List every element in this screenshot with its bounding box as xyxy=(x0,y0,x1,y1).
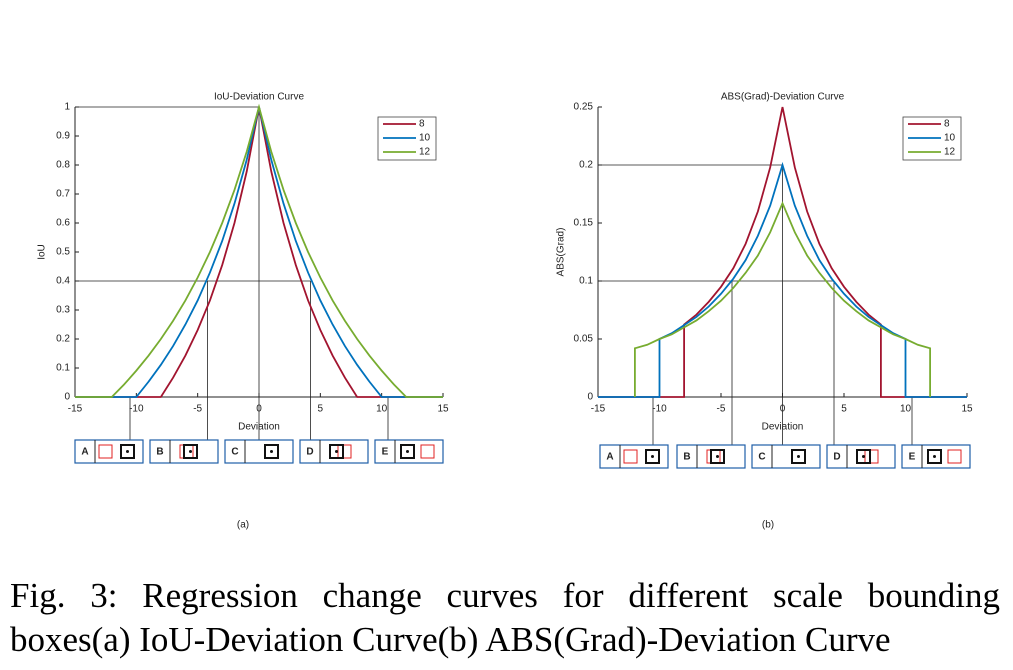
box-dot xyxy=(270,450,273,453)
y-axis-label: ABS(Grad) xyxy=(556,228,567,277)
x-tick-label: 10 xyxy=(376,404,388,415)
black-box xyxy=(264,444,279,459)
figure: 0 0.1 0.2 0.3 0.4 0.5 0.6 0.7 0.8 0.9 1 -15 -10 -5 0 5 1… xyxy=(37,92,973,531)
black-box xyxy=(645,449,660,464)
black-box xyxy=(183,444,198,459)
x-tick-label: -10 xyxy=(652,404,667,415)
y-tick-label: 0.25 xyxy=(574,102,594,113)
box-dot xyxy=(716,455,719,458)
x-tick-label: 15 xyxy=(437,404,449,415)
legend-label: 8 xyxy=(944,119,950,130)
box-dot xyxy=(126,450,129,453)
legend-label: 12 xyxy=(944,147,956,158)
black-box xyxy=(400,444,415,459)
x-tick-label: 5 xyxy=(841,404,847,415)
legend-label: 10 xyxy=(419,133,431,144)
x-tick-label: 0 xyxy=(256,404,262,415)
red-box xyxy=(947,449,962,464)
x-tick-label: 10 xyxy=(900,404,912,415)
guide-lines xyxy=(75,106,913,445)
red-box xyxy=(623,449,638,464)
y-tick-label: 0 xyxy=(587,392,593,403)
x-tick-label: -15 xyxy=(591,404,606,415)
black-box xyxy=(791,449,806,464)
y-tick-label: 0.1 xyxy=(579,276,593,287)
y-tick-label: 0.05 xyxy=(574,334,594,345)
box-label: D xyxy=(306,447,313,458)
y-tick-label: 0.15 xyxy=(574,218,594,229)
series-line xyxy=(598,161,967,398)
black-box xyxy=(329,444,344,459)
x-tick-label: 0 xyxy=(780,404,786,415)
black-box xyxy=(856,449,871,464)
box-dot xyxy=(651,455,654,458)
y-tick-label: 1 xyxy=(64,102,70,113)
chart-title: ABS(Grad)-Deviation Curve xyxy=(721,92,845,103)
series-line xyxy=(598,106,967,398)
box-dot xyxy=(797,455,800,458)
box-label: D xyxy=(833,452,840,463)
box-label: E xyxy=(382,447,389,458)
box-label: B xyxy=(156,447,163,458)
x-tick-label: -5 xyxy=(193,404,202,415)
y-tick-label: 0.2 xyxy=(579,160,593,171)
y-tick-label: 0.3 xyxy=(56,305,70,316)
panel-label: (a) xyxy=(237,520,249,531)
box-dot xyxy=(406,450,409,453)
y-tick-label: 0 xyxy=(64,392,70,403)
box-dot xyxy=(862,455,865,458)
red-box xyxy=(98,444,113,459)
x-tick-label: -15 xyxy=(68,404,83,415)
box-label: E xyxy=(909,452,916,463)
y-tick-label: 0.9 xyxy=(56,131,70,142)
box-label: B xyxy=(683,452,690,463)
black-box xyxy=(710,449,725,464)
y-tick-label: 0.5 xyxy=(56,247,70,258)
y-tick-label: 0.1 xyxy=(56,363,70,374)
series-line xyxy=(634,200,931,397)
box-label: C xyxy=(758,452,765,463)
legend-label: 12 xyxy=(419,147,431,158)
legend-label: 8 xyxy=(419,119,425,130)
legend-label: 10 xyxy=(944,133,956,144)
box-label: C xyxy=(231,447,238,458)
box-label: A xyxy=(606,452,613,463)
chart-title: IoU-Deviation Curve xyxy=(214,92,304,103)
y-tick-label: 0.4 xyxy=(56,276,70,287)
x-axis-label: Deviation xyxy=(762,422,804,433)
x-axis-label: Deviation xyxy=(238,422,280,433)
x-tick-label: -5 xyxy=(717,404,726,415)
y-tick-label: 0.7 xyxy=(56,189,70,200)
y-axis-label: IoU xyxy=(37,244,48,260)
black-box xyxy=(120,444,135,459)
box-dot xyxy=(335,450,338,453)
series-line xyxy=(75,103,443,398)
x-tick-label: 15 xyxy=(961,404,973,415)
y-tick-label: 0.8 xyxy=(56,160,70,171)
x-tick-label: 5 xyxy=(318,404,324,415)
box-label: A xyxy=(81,447,88,458)
box-dot xyxy=(189,450,192,453)
y-tick-label: 0.2 xyxy=(56,334,70,345)
box-dot xyxy=(933,455,936,458)
red-box xyxy=(420,444,435,459)
panel-label: (b) xyxy=(762,520,774,531)
y-tick-label: 0.6 xyxy=(56,218,70,229)
x-tick-label: -10 xyxy=(129,404,144,415)
caption: Fig. 3: Regression change curves for dif… xyxy=(10,576,1000,659)
black-box xyxy=(927,449,942,464)
